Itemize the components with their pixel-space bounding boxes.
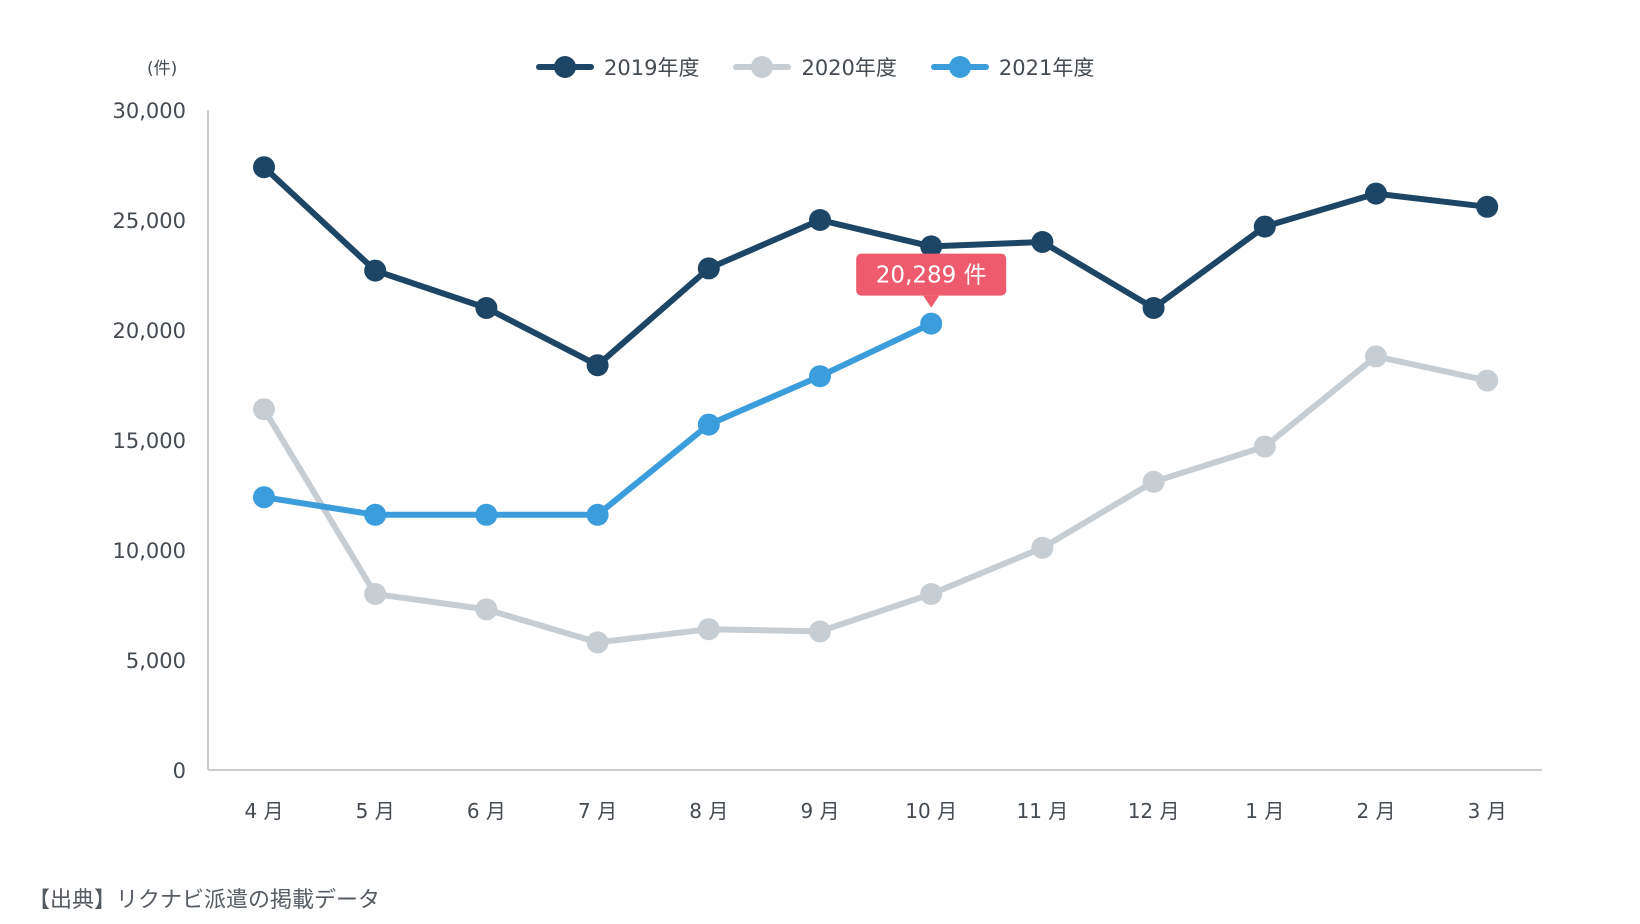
data-point — [920, 235, 943, 258]
legend-marker-2020 — [751, 56, 774, 78]
data-point — [253, 486, 275, 509]
series-2020年度 — [253, 345, 1499, 654]
legend-item-2021: 2021年度 — [930, 52, 1095, 82]
data-point — [586, 503, 609, 526]
legend-label-2021: 2021年度 — [998, 56, 1095, 80]
data-point — [586, 631, 609, 654]
legend-marker-2019 — [554, 56, 576, 78]
y-axis-unit-label: (件) — [147, 59, 178, 79]
legend-label-2019: 2019年度 — [604, 56, 700, 80]
data-point — [1253, 215, 1276, 238]
annotation-label: 20,289 件 — [876, 263, 987, 289]
series-line — [261, 164, 1491, 369]
data-point — [475, 297, 498, 319]
x-tick-label: 9 月 — [800, 799, 839, 823]
series-layer — [253, 156, 1499, 654]
data-point — [920, 312, 943, 335]
data-point — [809, 365, 831, 388]
x-tick-label: 6 月 — [467, 799, 506, 823]
data-point — [809, 209, 831, 231]
series-line — [261, 320, 935, 518]
data-point — [1031, 536, 1054, 559]
data-point — [697, 413, 720, 436]
annotation-box — [856, 253, 1007, 296]
y-tick-label: 0 — [173, 759, 186, 783]
x-tick-label: 2 月 — [1356, 799, 1395, 823]
data-point — [809, 620, 831, 643]
x-tick-label: 5 月 — [356, 799, 395, 823]
data-point — [364, 583, 387, 605]
x-tick-label: 12 月 — [1128, 799, 1180, 823]
data-point — [1142, 470, 1165, 493]
legend-swatch-2020 — [733, 54, 792, 80]
y-tick-labels: 0 5,000 10,000 15,000 20,000 25,000 30,000 — [113, 99, 186, 783]
data-point — [1476, 369, 1499, 392]
x-tick-label: 7 月 — [578, 799, 617, 823]
legend-item-2019: 2019年度 — [536, 52, 699, 82]
data-point — [1365, 182, 1387, 205]
series-2019年度 — [253, 156, 1499, 377]
legend-swatch-2021 — [930, 54, 989, 80]
x-tick-label: 3 月 — [1468, 799, 1507, 823]
data-point — [1253, 435, 1276, 458]
legend: 2019年度 2020年度 2021年度 — [536, 52, 1094, 82]
x-tick-label: 4 月 — [244, 799, 283, 823]
annotation-layer: 20,289 件 — [856, 253, 1007, 308]
x-tick-label: 1 月 — [1245, 799, 1284, 823]
annotation-pointer — [923, 295, 940, 308]
data-point — [920, 583, 943, 605]
legend-marker-2021 — [948, 56, 971, 78]
y-tick-label: 30,000 — [113, 99, 186, 123]
data-point — [1365, 345, 1387, 368]
data-point — [364, 259, 387, 282]
y-tick-label: 5,000 — [126, 649, 186, 673]
y-tick-label: 20,000 — [113, 319, 186, 343]
y-axis: 0 5,000 10,000 15,000 20,000 25,000 30,000 — [113, 99, 209, 783]
legend-label-2020: 2020年度 — [801, 56, 897, 80]
y-tick-label: 25,000 — [113, 209, 186, 233]
x-tick-label: 11 月 — [1016, 799, 1068, 823]
data-point — [253, 156, 275, 179]
data-point — [1476, 195, 1499, 218]
source-note: 【出典】リクナビ派遣の掲載データ — [28, 888, 381, 913]
data-point — [697, 257, 720, 280]
legend-swatch-2019 — [536, 54, 594, 80]
data-point — [1031, 231, 1054, 253]
x-tick-labels: 4 月 5 月 6 月 7 月 8 月 9 月 10 月 11 月 12 月 1 月 2 月 3 月 — [244, 799, 1506, 823]
data-point — [697, 618, 720, 641]
x-axis: 4 月 5 月 6 月 7 月 8 月 9 月 10 月 11 月 12 月 1 月 2 月 3 月 — [208, 769, 1542, 823]
data-point — [586, 354, 609, 377]
data-point — [475, 598, 498, 621]
x-tick-label: 10 月 — [905, 799, 957, 823]
y-tick-label: 15,000 — [113, 429, 186, 453]
legend-item-2020: 2020年度 — [733, 52, 897, 82]
x-tick-label: 8 月 — [689, 799, 728, 823]
series-line — [261, 353, 1491, 646]
data-point — [475, 503, 498, 526]
data-point — [253, 398, 275, 421]
data-point — [364, 503, 387, 526]
series-2021年度 — [253, 312, 943, 526]
data-point — [1142, 297, 1165, 319]
y-tick-label: 10,000 — [113, 539, 186, 563]
